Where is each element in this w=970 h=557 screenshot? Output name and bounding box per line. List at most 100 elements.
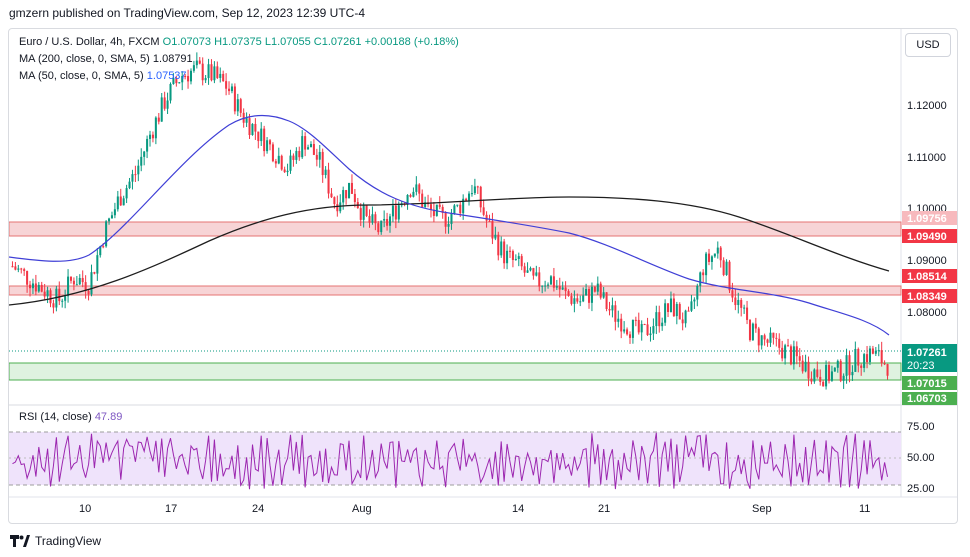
candle-body (520, 256, 523, 267)
candle-body (327, 169, 330, 194)
candle-body (637, 319, 640, 333)
candle-body (432, 209, 435, 216)
candle-body (315, 154, 318, 160)
candle-body (125, 188, 128, 199)
ma50-value: 1.07537 (146, 70, 187, 82)
candle-body (374, 214, 377, 224)
candle-body (503, 241, 506, 264)
candle-body (424, 202, 427, 207)
candle-body (72, 280, 75, 285)
candle-body (99, 246, 102, 256)
ma50-label: MA (50, close, 0, SMA, 5) (19, 70, 144, 82)
rsi-axis-label: 75.00 (907, 421, 935, 433)
candle-body (798, 356, 801, 361)
candle-body (239, 99, 242, 113)
candle-body (652, 326, 655, 334)
close-value: C1.07261 (313, 36, 362, 48)
candle-body (280, 155, 283, 170)
candle-body (839, 360, 842, 381)
candle-body (482, 207, 485, 215)
candle-body (397, 205, 400, 220)
candle-body (154, 117, 157, 139)
candle-body (301, 136, 304, 158)
candle-body (40, 284, 43, 292)
candle-body (295, 150, 298, 160)
candle-body (87, 290, 90, 295)
candle-body (260, 128, 263, 142)
candle-body (722, 260, 725, 275)
candle-body (789, 346, 792, 365)
candle-body (137, 165, 140, 175)
candle-body (412, 191, 415, 197)
candle-body (614, 305, 617, 322)
candle-body (78, 277, 81, 285)
rsi-label: RSI (14, close) (19, 411, 92, 423)
chart-panel[interactable]: 1.12000 1.11000 1.10000 1.09000 1.08000 … (8, 28, 958, 524)
rsi-legend[interactable]: RSI (14, close) 47.89 (19, 411, 122, 423)
ma50-line (9, 114, 890, 336)
publish-info: gmzern published on TradingView.com, Sep… (9, 6, 365, 20)
candle-body (248, 118, 251, 135)
candle-body (268, 140, 272, 145)
rsi-line (12, 432, 888, 490)
candle-body (590, 286, 593, 303)
candle-body (362, 205, 365, 220)
candle-body (743, 307, 746, 309)
countdown-label: 20:23 (907, 360, 935, 372)
candle-body (228, 88, 231, 92)
candle-body (143, 151, 146, 157)
candle-body (467, 193, 471, 201)
candle-body (67, 276, 70, 297)
candle-body (626, 329, 629, 335)
candle-body (64, 296, 67, 301)
candle-body (681, 319, 684, 324)
candle-body (146, 138, 149, 152)
time-axis-label: 21 (598, 503, 610, 515)
candle-body (506, 250, 509, 264)
candle-body (181, 75, 184, 83)
candle-body (667, 303, 670, 312)
rsi-axis-label: 50.00 (907, 452, 935, 464)
ma200-legend[interactable]: MA (200, close, 0, SMA, 5) 1.08791 (19, 52, 193, 66)
candle-body (359, 208, 362, 220)
candle-body (421, 193, 424, 207)
price-chart[interactable]: 1.12000 1.11000 1.10000 1.09000 1.08000 … (9, 29, 958, 524)
candle-body (371, 214, 374, 223)
candle-body (877, 350, 880, 352)
candle-body (488, 220, 491, 222)
candle-body (207, 64, 210, 79)
candle-body (178, 82, 181, 84)
currency-button[interactable]: USD (905, 33, 951, 57)
candle-body (37, 284, 40, 292)
candle-body (210, 64, 213, 81)
candle-body (119, 196, 122, 206)
candle-body (705, 253, 708, 276)
candle-body (169, 83, 172, 101)
candle-body (871, 348, 874, 354)
candle-body (830, 371, 833, 381)
candles-group (11, 52, 889, 390)
candle-body (740, 299, 743, 308)
candle-body (216, 66, 219, 78)
candle-body (716, 247, 719, 254)
candle-body (394, 205, 397, 220)
candle-body (807, 361, 810, 379)
candle-body (678, 304, 681, 320)
candle-body (257, 131, 260, 142)
tradingview-brand[interactable]: TradingView (10, 534, 101, 548)
candle-body (728, 261, 731, 291)
symbol-title[interactable]: Euro / U.S. Dollar, 4h, FXCM (19, 36, 160, 48)
candle-body (17, 268, 20, 270)
ma50-legend[interactable]: MA (50, close, 0, SMA, 5) 1.07537 (19, 69, 187, 83)
candle-body (350, 182, 353, 194)
candle-body (661, 322, 664, 327)
candle-body (365, 205, 368, 216)
candle-body (307, 147, 310, 150)
candle-body (719, 247, 722, 261)
candle-body (438, 204, 441, 207)
candle-body (312, 143, 315, 155)
time-axis-label: 11 (859, 503, 870, 515)
candle-body (184, 75, 187, 77)
open-value: O1.07073 (162, 36, 211, 48)
candle-body (31, 283, 34, 289)
